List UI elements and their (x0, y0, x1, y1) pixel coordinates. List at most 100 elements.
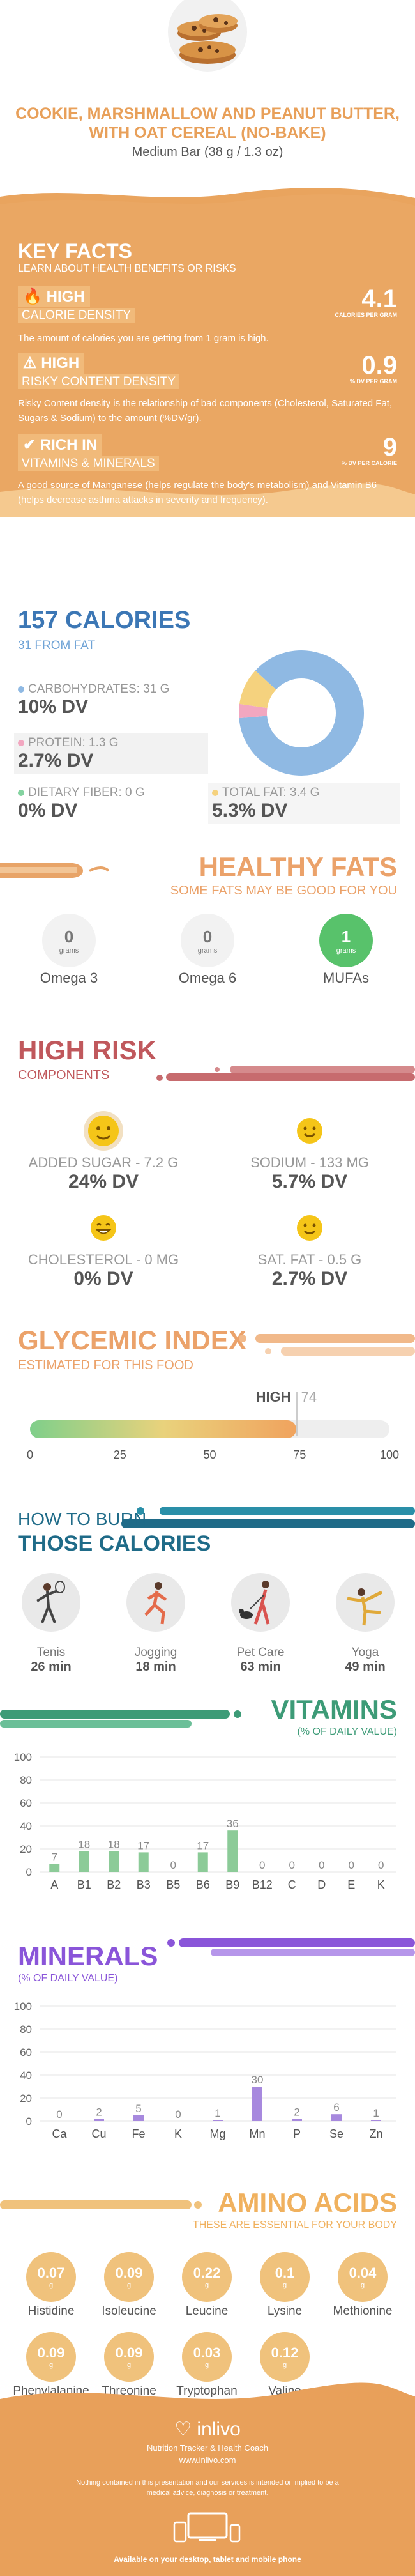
y-tick-label: 0 (26, 2115, 32, 2128)
fact-badge: ⚠ HIGH RISKY CONTENT DENSITY (18, 353, 180, 389)
activity-tennis: Tenis 26 min (13, 1573, 89, 1675)
risk-dv: 24% DV (68, 1171, 139, 1192)
bar-B3 (138, 1852, 149, 1872)
amino-unit: g (360, 2281, 365, 2289)
activity-name: Pet Care (236, 1646, 285, 1659)
fact-description: A good source of Manganese (helps regula… (18, 480, 377, 505)
data-label: 17 (197, 1839, 209, 1851)
calories-from-fat: 31 FROM FAT (18, 639, 96, 652)
amino-acid-histidine: 0.07 g Histidine (10, 2252, 93, 2319)
data-label: 2 (294, 2106, 299, 2118)
amino-value-blob: 0.12 g (260, 2332, 310, 2382)
jogger-icon (126, 1573, 185, 1632)
x-tick-label: B6 (196, 1878, 210, 1891)
amino-name: Lysine (267, 2304, 303, 2318)
donut-slice-carbohydrates (239, 650, 364, 776)
burn-title-line2: THOSE CALORIES (18, 1531, 211, 1556)
fat-value: 0 (202, 926, 213, 946)
y-tick-label: 40 (20, 2069, 32, 2082)
decorative-wave (121, 1506, 415, 1528)
devices-icon (173, 2512, 241, 2543)
decorative-wave (156, 1066, 415, 1081)
macro-total-fat: TOTAL FAT: 3.4 g 5.3% DV (208, 783, 400, 824)
bar-B9 (227, 1830, 238, 1872)
amino-value-blob: 0.22 g (182, 2252, 232, 2302)
amino-unit: g (204, 2361, 209, 2369)
bar-B1 (79, 1851, 89, 1872)
brand-tagline: Nutrition Tracker & Health Coach (146, 2443, 269, 2453)
fat-unit: grams (59, 946, 79, 954)
availability-text: Available on your desktop, tablet and mo… (114, 2555, 301, 2564)
bar-Mg (213, 2120, 223, 2121)
y-tick-label: 20 (20, 2092, 32, 2104)
amino-unit: g (204, 2281, 209, 2289)
decorative-wave (0, 2200, 202, 2209)
fat-unit: grams (197, 946, 218, 954)
decorative-wave (167, 1938, 415, 1956)
tick-label: 75 (293, 1448, 306, 1461)
risk-added-sugar: ADDED SUGAR - 7.2 g 24% DV (8, 1110, 199, 1193)
amino-acid-lysine: 0.1 g Lysine (243, 2252, 326, 2319)
bar-B6 (197, 1852, 208, 1872)
tennis-player-icon (22, 1573, 80, 1632)
high-risk-subtitle: COMPONENTS (18, 1068, 110, 1082)
dot-icon (18, 686, 24, 693)
y-tick-label: 80 (20, 2023, 32, 2035)
x-tick-label: B9 (225, 1878, 239, 1891)
food-title: COOKIE, MARSHMALLOW AND PEANUT BUTTER, W… (15, 105, 400, 142)
fact-value-block: 4.1 CALORIES PER GRAM (335, 286, 397, 318)
footer-brand-block: ♡ inlivo Nutrition Tracker & Health Coac… (0, 2418, 415, 2564)
x-tick-label: E (347, 1878, 355, 1891)
healthy-fats-subtitle: SOME FATS MAY BE GOOD FOR YOU (170, 884, 397, 898)
x-tick-label: C (288, 1878, 296, 1891)
amino-value: 0.03 (193, 2345, 221, 2361)
amino-acids-section: AMINO ACIDS THESE ARE ESSENTIAL FOR YOUR… (0, 2188, 415, 2402)
disclaimer: Nothing contained in this presentation a… (76, 2479, 339, 2497)
dot-icon (18, 740, 24, 746)
glycemic-value: 74 (301, 1389, 317, 1405)
amino-acid-leucine: 0.22 g Leucine (165, 2252, 248, 2319)
macro-fiber: DIETARY FIBER: 0 g 0% DV (18, 786, 145, 822)
fact-unit: % DV PER CALORIE (341, 460, 397, 466)
x-tick-label: K (377, 1878, 385, 1891)
cookie-image (168, 0, 247, 72)
y-tick-label: 40 (20, 1820, 32, 1832)
brand-logo: ♡ inlivo (174, 2419, 241, 2440)
fact-badge: 🔥 HIGH CALORIE DENSITY (18, 286, 135, 323)
fact-value: 9 (382, 433, 397, 461)
glycemic-index-section: GLYCEMIC INDEX ESTIMATED FOR THIS FOOD H… (0, 1322, 415, 1476)
tick-label: 25 (113, 1448, 126, 1461)
smile-face-icon (297, 1118, 322, 1144)
amino-value: 0.04 (349, 2265, 377, 2281)
header: COOKIE, MARSHMALLOW AND PEANUT BUTTER, W… (0, 0, 415, 165)
risk-sat-fat: SAT. FAT - 0.5 g 2.7% DV (214, 1208, 405, 1290)
key-facts-title: KEY FACTS (18, 240, 132, 263)
bar-P (292, 2119, 302, 2121)
fact-name: CALORIE DENSITY (18, 308, 135, 323)
fact-value-block: 9 % DV PER CALORIE (342, 434, 397, 466)
data-label: 2 (96, 2106, 102, 2118)
glycemic-title: GLYCEMIC INDEX (18, 1325, 246, 1355)
data-label: 17 (137, 1839, 149, 1851)
brand-url[interactable]: www.inlivo.com (179, 2455, 236, 2465)
fat-value: 0 (64, 926, 74, 946)
dot-icon (18, 790, 24, 796)
bar-Zn (371, 2120, 381, 2121)
decorative-wave (0, 862, 109, 878)
amino-name: Isoleucine (102, 2304, 156, 2318)
fact-description: Risky Content density is the relationshi… (18, 398, 393, 424)
data-label: 18 (108, 1839, 120, 1851)
serving-size: Medium Bar (38 g / 1.3 oz) (132, 145, 283, 159)
dot-icon (212, 790, 218, 796)
vitamins-section: VITAMINS (% OF DAILY VALUE) 0 20 40 60 80 100… (0, 1687, 415, 1910)
x-tick-label: Zn (369, 2128, 382, 2140)
glycemic-bar (30, 1420, 389, 1438)
x-tick-label: Se (329, 2128, 343, 2140)
x-tick-label: B3 (137, 1878, 151, 1891)
burn-calories-section: HOW TO BURN THOSE CALORIES Tenis 26 min … (0, 1495, 415, 1687)
data-label: 0 (319, 1859, 324, 1871)
amino-acids-title: AMINO ACIDS (218, 2188, 397, 2218)
fat-value-circle: 1 grams (319, 914, 373, 967)
amino-value: 0.07 (37, 2265, 65, 2281)
glycemic-subtitle: ESTIMATED FOR THIS FOOD (18, 1358, 193, 1372)
